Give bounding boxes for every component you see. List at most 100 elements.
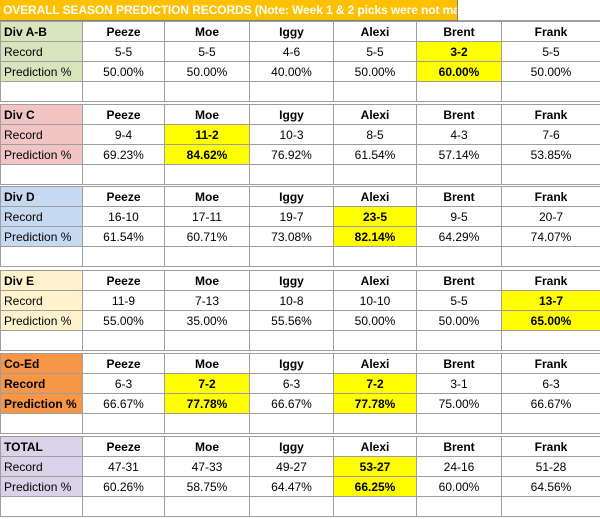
prediction-pct-cell[interactable]: 53.85%: [501, 144, 600, 165]
empty-cell[interactable]: [416, 413, 502, 434]
player-header[interactable]: Peeze: [82, 270, 165, 291]
player-header[interactable]: Frank: [501, 436, 600, 457]
empty-cell[interactable]: [0, 413, 83, 434]
prediction-pct-cell[interactable]: 50.00%: [333, 61, 417, 82]
empty-cell[interactable]: [501, 330, 600, 351]
record-cell[interactable]: 5-5: [333, 41, 417, 62]
player-header[interactable]: Brent: [416, 270, 502, 291]
player-header[interactable]: Peeze: [82, 104, 165, 125]
prediction-pct-cell[interactable]: 84.62%: [164, 144, 250, 165]
prediction-pct-cell[interactable]: 77.78%: [333, 393, 417, 414]
empty-cell[interactable]: [333, 330, 417, 351]
empty-cell[interactable]: [249, 164, 334, 185]
record-cell[interactable]: 11-2: [164, 124, 250, 145]
player-header[interactable]: Iggy: [249, 270, 334, 291]
empty-cell[interactable]: [416, 81, 502, 102]
empty-cell[interactable]: [416, 164, 502, 185]
empty-cell[interactable]: [501, 246, 600, 267]
empty-cell[interactable]: [249, 81, 334, 102]
player-header[interactable]: Moe: [164, 186, 250, 207]
player-header[interactable]: Moe: [164, 436, 250, 457]
record-cell[interactable]: 7-6: [501, 124, 600, 145]
empty-cell[interactable]: [164, 330, 250, 351]
player-header[interactable]: Peeze: [82, 21, 165, 42]
division-name[interactable]: TOTAL: [0, 436, 83, 457]
player-header[interactable]: Iggy: [249, 436, 334, 457]
record-cell[interactable]: 13-7: [501, 290, 600, 311]
record-cell[interactable]: 23-5: [333, 206, 417, 227]
player-header[interactable]: Iggy: [249, 353, 334, 374]
player-header[interactable]: Alexi: [333, 21, 417, 42]
empty-cell[interactable]: [333, 496, 417, 517]
prediction-pct-cell[interactable]: 74.07%: [501, 226, 600, 247]
prediction-pct-cell[interactable]: 35.00%: [164, 310, 250, 331]
prediction-pct-cell[interactable]: 50.00%: [333, 310, 417, 331]
record-cell[interactable]: 4-3: [416, 124, 502, 145]
prediction-pct-cell[interactable]: 57.14%: [416, 144, 502, 165]
prediction-pct-cell[interactable]: 64.29%: [416, 226, 502, 247]
prediction-pct-cell[interactable]: 55.00%: [82, 310, 165, 331]
record-cell[interactable]: 20-7: [501, 206, 600, 227]
prediction-pct-label[interactable]: Prediction %: [0, 310, 83, 331]
player-header[interactable]: Alexi: [333, 353, 417, 374]
empty-cell[interactable]: [501, 496, 600, 517]
prediction-pct-cell[interactable]: 66.67%: [82, 393, 165, 414]
prediction-pct-cell[interactable]: 55.56%: [249, 310, 334, 331]
prediction-pct-cell[interactable]: 50.00%: [416, 310, 502, 331]
record-cell[interactable]: 6-3: [82, 373, 165, 394]
record-cell[interactable]: 10-10: [333, 290, 417, 311]
empty-cell[interactable]: [164, 413, 250, 434]
division-name[interactable]: Div D: [0, 186, 83, 207]
division-name[interactable]: Co-Ed: [0, 353, 83, 374]
player-header[interactable]: Frank: [501, 353, 600, 374]
prediction-pct-cell[interactable]: 69.23%: [82, 144, 165, 165]
record-cell[interactable]: 16-10: [82, 206, 165, 227]
player-header[interactable]: Brent: [416, 186, 502, 207]
record-label[interactable]: Record: [0, 456, 83, 477]
prediction-pct-cell[interactable]: 65.00%: [501, 310, 600, 331]
player-header[interactable]: Moe: [164, 353, 250, 374]
prediction-pct-label[interactable]: Prediction %: [0, 61, 83, 82]
empty-cell[interactable]: [0, 330, 83, 351]
prediction-pct-cell[interactable]: 82.14%: [333, 226, 417, 247]
empty-cell[interactable]: [249, 496, 334, 517]
player-header[interactable]: Iggy: [249, 104, 334, 125]
prediction-pct-cell[interactable]: 61.54%: [82, 226, 165, 247]
record-cell[interactable]: 6-3: [501, 373, 600, 394]
player-header[interactable]: Brent: [416, 353, 502, 374]
record-cell[interactable]: 6-3: [249, 373, 334, 394]
prediction-pct-cell[interactable]: 50.00%: [501, 61, 600, 82]
empty-cell[interactable]: [501, 164, 600, 185]
player-header[interactable]: Brent: [416, 104, 502, 125]
player-header[interactable]: Alexi: [333, 186, 417, 207]
record-cell[interactable]: 7-2: [164, 373, 250, 394]
empty-cell[interactable]: [416, 246, 502, 267]
prediction-pct-label[interactable]: Prediction %: [0, 226, 83, 247]
prediction-pct-cell[interactable]: 77.78%: [164, 393, 250, 414]
empty-cell[interactable]: [501, 413, 600, 434]
sheet-title[interactable]: OVERALL SEASON PREDICTION RECORDS (Note:…: [0, 0, 458, 21]
record-cell[interactable]: 53-27: [333, 456, 417, 477]
record-label[interactable]: Record: [0, 206, 83, 227]
prediction-pct-cell[interactable]: 76.92%: [249, 144, 334, 165]
prediction-pct-cell[interactable]: 73.08%: [249, 226, 334, 247]
banner-empty-cells[interactable]: [458, 0, 600, 21]
record-label[interactable]: Record: [0, 290, 83, 311]
prediction-pct-cell[interactable]: 40.00%: [249, 61, 334, 82]
empty-cell[interactable]: [333, 413, 417, 434]
record-label[interactable]: Record: [0, 124, 83, 145]
empty-cell[interactable]: [164, 164, 250, 185]
player-header[interactable]: Brent: [416, 21, 502, 42]
prediction-pct-cell[interactable]: 60.71%: [164, 226, 250, 247]
record-cell[interactable]: 51-28: [501, 456, 600, 477]
player-header[interactable]: Iggy: [249, 186, 334, 207]
record-cell[interactable]: 47-31: [82, 456, 165, 477]
prediction-pct-cell[interactable]: 66.67%: [249, 393, 334, 414]
record-cell[interactable]: 17-11: [164, 206, 250, 227]
empty-cell[interactable]: [82, 246, 165, 267]
prediction-pct-cell[interactable]: 66.67%: [501, 393, 600, 414]
prediction-pct-cell[interactable]: 66.25%: [333, 476, 417, 497]
player-header[interactable]: Iggy: [249, 21, 334, 42]
player-header[interactable]: Alexi: [333, 436, 417, 457]
record-cell[interactable]: 5-5: [501, 41, 600, 62]
